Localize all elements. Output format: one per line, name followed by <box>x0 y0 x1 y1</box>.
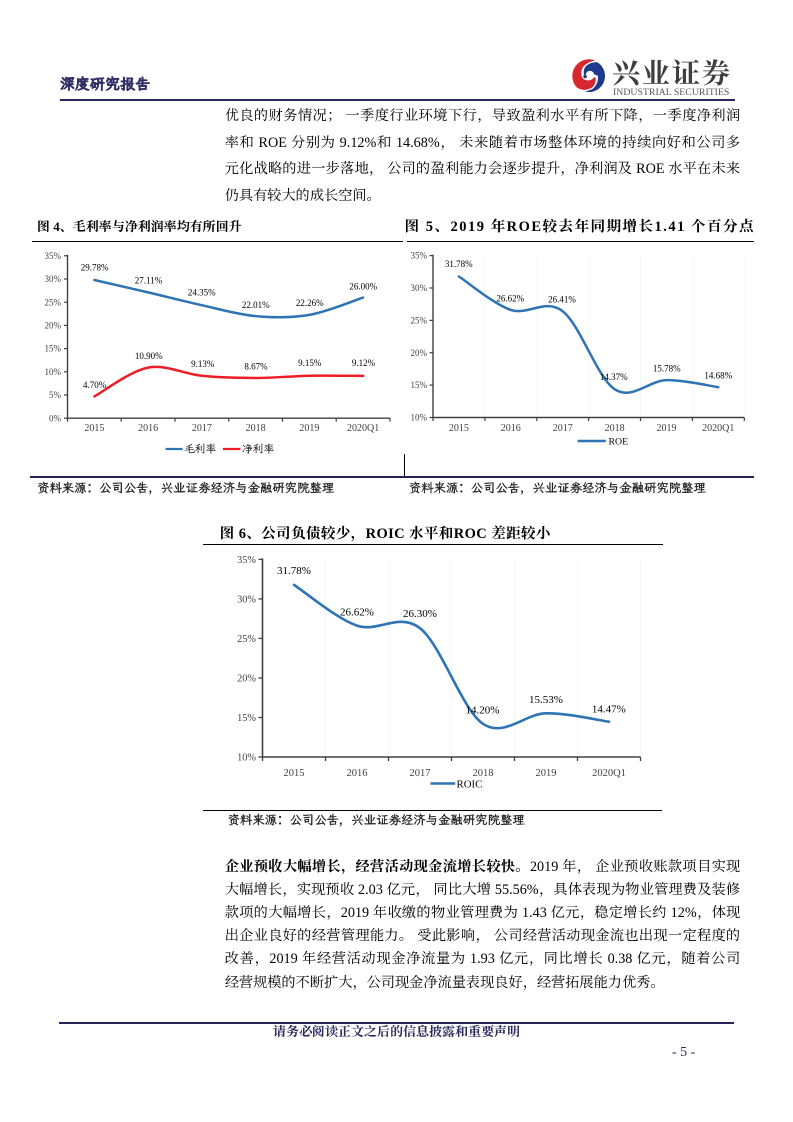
svg-text:14.37%: 14.37% <box>600 372 628 382</box>
svg-text:30%: 30% <box>411 283 428 293</box>
svg-text:2018: 2018 <box>605 423 625 434</box>
svg-text:2019: 2019 <box>299 423 319 434</box>
svg-text:26.41%: 26.41% <box>548 294 576 304</box>
svg-text:29.78%: 29.78% <box>81 263 109 273</box>
svg-text:27.11%: 27.11% <box>135 275 163 285</box>
svg-text:35%: 35% <box>411 251 428 261</box>
svg-text:2017: 2017 <box>192 423 212 434</box>
svg-text:31.78%: 31.78% <box>445 259 473 269</box>
svg-text:8.67%: 8.67% <box>244 362 268 372</box>
svg-text:2017: 2017 <box>553 423 573 434</box>
svg-text:26.00%: 26.00% <box>349 282 377 292</box>
svg-text:26.62%: 26.62% <box>340 606 374 618</box>
svg-text:22.01%: 22.01% <box>242 300 270 310</box>
svg-text:毛利率: 毛利率 <box>184 443 217 457</box>
svg-text:2018: 2018 <box>473 768 494 779</box>
svg-text:25%: 25% <box>237 634 256 645</box>
svg-text:2019: 2019 <box>536 768 557 779</box>
svg-text:2016: 2016 <box>138 423 158 434</box>
svg-text:15.53%: 15.53% <box>529 694 563 706</box>
svg-text:2019: 2019 <box>657 423 677 434</box>
svg-text:25%: 25% <box>411 316 428 326</box>
svg-text:30%: 30% <box>237 595 256 606</box>
svg-text:0%: 0% <box>49 413 62 423</box>
svg-text:2018: 2018 <box>246 423 266 434</box>
svg-text:15%: 15% <box>237 713 256 724</box>
svg-text:15%: 15% <box>45 344 62 354</box>
svg-text:10%: 10% <box>411 413 428 423</box>
svg-text:26.30%: 26.30% <box>403 608 437 620</box>
svg-text:15%: 15% <box>411 380 428 390</box>
svg-text:20%: 20% <box>411 348 428 358</box>
svg-text:2017: 2017 <box>410 768 431 779</box>
svg-text:31.78%: 31.78% <box>277 565 311 577</box>
svg-text:14.20%: 14.20% <box>466 705 500 717</box>
svg-text:5%: 5% <box>49 390 62 400</box>
svg-text:2016: 2016 <box>347 768 368 779</box>
svg-text:14.47%: 14.47% <box>592 703 626 715</box>
svg-text:22.26%: 22.26% <box>296 298 324 308</box>
svg-text:2020Q1: 2020Q1 <box>592 768 626 779</box>
svg-text:10%: 10% <box>45 367 62 377</box>
svg-text:10.90%: 10.90% <box>135 351 163 361</box>
svg-text:2015: 2015 <box>84 423 104 434</box>
svg-text:ROE: ROE <box>609 436 629 447</box>
svg-text:9.15%: 9.15% <box>298 358 322 368</box>
svg-text:10%: 10% <box>237 753 256 764</box>
svg-text:ROIC: ROIC <box>457 778 483 790</box>
svg-text:2016: 2016 <box>501 423 521 434</box>
svg-text:净利率: 净利率 <box>242 443 275 457</box>
svg-text:25%: 25% <box>45 297 62 307</box>
svg-text:9.12%: 9.12% <box>352 358 376 368</box>
svg-text:35%: 35% <box>45 251 62 261</box>
svg-text:2015: 2015 <box>284 768 305 779</box>
svg-text:30%: 30% <box>45 274 62 284</box>
svg-text:35%: 35% <box>237 555 256 566</box>
svg-text:20%: 20% <box>237 674 256 685</box>
svg-text:14.68%: 14.68% <box>704 371 732 381</box>
svg-text:9.13%: 9.13% <box>191 359 215 369</box>
svg-text:2015: 2015 <box>449 423 469 434</box>
svg-text:2020Q1: 2020Q1 <box>702 423 734 434</box>
svg-text:4.70%: 4.70% <box>83 380 107 390</box>
svg-text:26.62%: 26.62% <box>496 294 524 304</box>
svg-text:24.35%: 24.35% <box>188 288 216 298</box>
svg-text:20%: 20% <box>45 321 62 331</box>
svg-text:2020Q1: 2020Q1 <box>347 423 379 434</box>
svg-text:15.78%: 15.78% <box>653 364 681 374</box>
